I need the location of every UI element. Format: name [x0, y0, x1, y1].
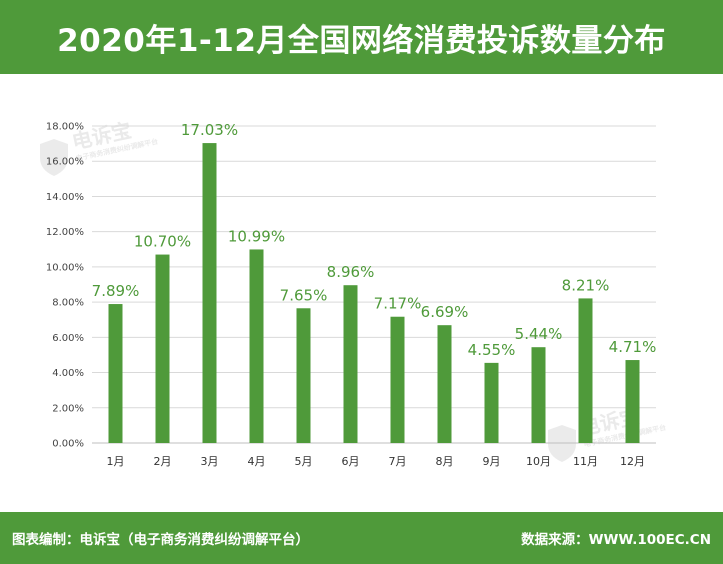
- y-tick-label: 2.00%: [52, 403, 84, 414]
- x-tick-label: 12月: [620, 455, 645, 468]
- y-tick-label: 14.00%: [46, 192, 84, 203]
- bar-chart: 电诉宝电子商务消费纠纷调解平台电诉宝电子商务消费纠纷调解平台0.00%2.00%…: [40, 118, 667, 468]
- x-tick-label: 7月: [389, 455, 407, 468]
- data-label: 10.99%: [228, 227, 285, 245]
- data-label: 10.70%: [134, 233, 191, 251]
- data-label: 6.69%: [421, 303, 469, 321]
- bar: [390, 316, 405, 443]
- x-tick-label: 5月: [295, 455, 313, 468]
- data-label: 7.89%: [92, 282, 140, 300]
- bar: [484, 362, 499, 443]
- bar: [155, 254, 170, 443]
- bar: [249, 249, 264, 443]
- data-label: 8.21%: [562, 276, 610, 294]
- x-tick-label: 11月: [573, 455, 598, 468]
- data-label: 7.17%: [374, 295, 422, 313]
- y-tick-label: 16.00%: [46, 157, 84, 168]
- bar: [108, 304, 123, 443]
- footer-credit: 图表编制：电诉宝（电子商务消费纠纷调解平台）: [12, 532, 309, 548]
- x-tick-label: 9月: [483, 455, 501, 468]
- data-label: 5.44%: [515, 325, 563, 343]
- chart-area: 电诉宝 电子商务消费纠纷调解平台 电诉宝 电子商务消费纠纷调解平台 0.00% 2.00%…: [0, 74, 723, 506]
- y-tick-label: 18.00%: [46, 122, 84, 133]
- data-label: 4.55%: [468, 341, 516, 359]
- x-tick-label: 3月: [201, 455, 219, 468]
- data-label: 4.71%: [609, 338, 657, 356]
- data-label: 8.96%: [327, 263, 375, 281]
- y-tick-label: 8.00%: [52, 298, 84, 309]
- bar: [437, 325, 452, 443]
- bar: [296, 308, 311, 443]
- x-tick-label: 4月: [248, 455, 266, 468]
- x-tick-label: 1月: [107, 455, 125, 468]
- bar: [578, 298, 593, 443]
- y-tick-label: 6.00%: [52, 333, 84, 344]
- header-banner: 2020年1-12月全国网络消费投诉数量分布: [0, 0, 723, 74]
- x-tick-label: 2月: [154, 455, 172, 468]
- x-tick-label: 8月: [436, 455, 454, 468]
- footer-banner: 图表编制：电诉宝（电子商务消费纠纷调解平台） 数据来源：WWW.100EC.CN: [0, 506, 723, 564]
- bar: [202, 143, 217, 444]
- bar: [343, 285, 358, 443]
- chart-title: 2020年1-12月全国网络消费投诉数量分布: [57, 22, 666, 59]
- y-tick-label: 0.00%: [52, 439, 84, 450]
- y-tick-label: 12.00%: [46, 227, 84, 238]
- data-label: 7.65%: [280, 286, 328, 304]
- x-tick-label: 10月: [526, 455, 551, 468]
- shield-icon: [40, 139, 68, 176]
- y-tick-label: 4.00%: [52, 368, 84, 379]
- bar: [625, 360, 640, 443]
- x-tick-label: 6月: [342, 455, 360, 468]
- data-label: 17.03%: [181, 121, 238, 139]
- footer-source: 数据来源：WWW.100EC.CN: [521, 532, 711, 548]
- bar: [531, 347, 546, 443]
- y-tick-label: 10.00%: [46, 262, 84, 273]
